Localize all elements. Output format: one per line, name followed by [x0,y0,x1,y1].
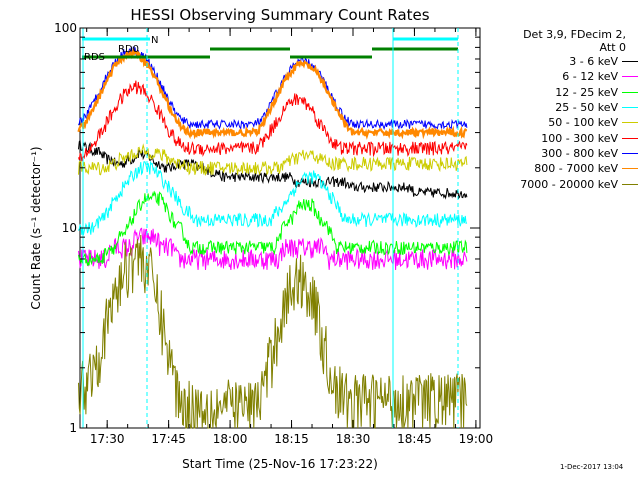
series-line-4 [78,143,468,176]
legend-label-0: 3 - 6 keV [569,55,618,69]
legend-header-line-2: Att 0 [599,41,626,54]
legend-label-4: 50 - 100 keV [548,116,618,130]
footer-date: 1-Dec-2017 13:04 [560,463,624,471]
legend-entry-6: 300 - 800 keV [478,146,638,161]
rds-label: RDS [84,52,105,63]
legend-entry-3: 25 - 50 keV [478,100,638,115]
legend-entry-2: 12 - 25 keV [478,85,638,100]
y-tick-label-2: 100 [54,21,77,35]
legend-swatch-4 [622,122,638,124]
legend-label-2: 12 - 25 keV [555,85,618,99]
x-tick-label-3: 18:15 [274,432,309,446]
series-line-6 [78,46,468,131]
legend-entry-7: 800 - 7000 keV [478,161,638,176]
x-axis-label: Start Time (25-Nov-16 17:23:22) [182,457,378,471]
legend: Det 3,9, FDecim 2, Att 0 3 - 6 keV 6 - 12… [478,28,638,192]
legend-entry-0: 3 - 6 keV [478,54,638,69]
legend-entry-4: 50 - 100 keV [478,115,638,130]
series-line-0 [78,139,468,200]
x-tick-label-6: 19:00 [459,432,494,446]
legend-rows: 3 - 6 keV 6 - 12 keV 12 - 25 keV 25 - 50 ke… [478,54,638,192]
legend-swatch-0 [622,61,638,63]
x-tick-label-0: 17:30 [90,432,125,446]
legend-label-5: 100 - 300 keV [541,131,618,145]
legend-label-3: 25 - 50 keV [555,101,618,115]
series-line-8 [78,234,468,429]
y-tick-label-1: 10 [62,221,77,235]
legend-swatch-5 [622,137,638,139]
rd0-label: RD0 [118,44,139,55]
legend-swatch-3 [622,107,638,109]
legend-label-1: 6 - 12 keV [562,70,618,84]
legend-entry-8: 7000 - 20000 keV [478,176,638,191]
legend-label-6: 300 - 800 keV [541,146,618,160]
plot-area: RD0 RDS N 17:30 17:45 18:00 18:15 18:30 18:45 19:… [54,21,493,446]
x-tick-label-1: 17:45 [151,432,186,446]
n-label: N [151,35,158,46]
x-tick-label-4: 18:30 [336,432,371,446]
legend-label-7: 800 - 7000 keV [534,162,618,176]
legend-entry-1: 6 - 12 keV [478,69,638,84]
legend-swatch-8 [622,183,638,185]
legend-swatch-6 [622,152,638,154]
legend-swatch-1 [622,76,638,78]
series-line-5 [78,80,468,162]
series-line-1 [78,227,468,271]
x-tick-label-2: 18:00 [213,432,248,446]
series-line-2 [78,190,468,266]
legend-entry-5: 100 - 300 keV [478,130,638,145]
legend-swatch-7 [622,168,638,170]
x-tick-label-5: 18:45 [397,432,432,446]
y-axis-label: Count Rate (s⁻¹ detector⁻¹) [29,146,43,309]
legend-header-line-1: Det 3,9, FDecim 2, [523,28,626,41]
chart-title: HESSI Observing Summary Count Rates [130,6,429,24]
y-tick-label-0: 1 [69,421,77,435]
legend-swatch-2 [622,91,638,93]
legend-label-8: 7000 - 20000 keV [520,177,618,191]
series-line-3 [78,160,468,236]
